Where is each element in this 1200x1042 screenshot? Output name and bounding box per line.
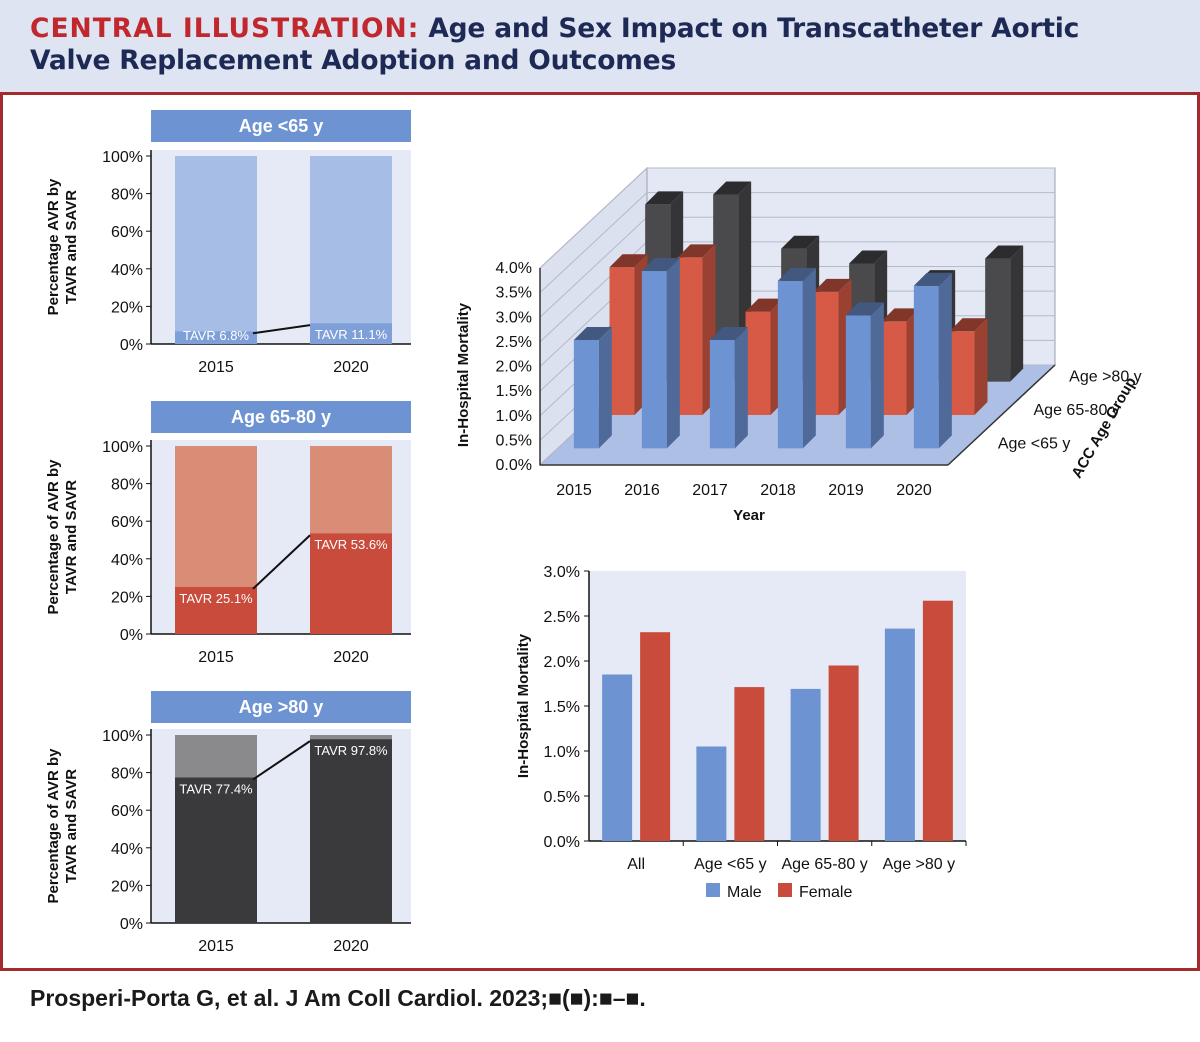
tavr-bar [175,331,257,344]
y-tick-label: 100% [102,439,143,456]
x-tick-label: 2020 [333,359,369,376]
y-tick-label: 40% [111,841,143,858]
x-tick-label: 2015 [198,359,234,376]
y-tick-label: 0% [120,916,143,933]
tavr-data-label: TAVR 6.8% [183,328,249,343]
y-tick-label: 60% [111,803,143,820]
chart-title-bar [151,110,411,142]
header-title-line-1: CENTRAL ILLUSTRATION: Age and Sex Impact… [30,13,1200,45]
tavr-data-label: TAVR 53.6% [314,537,388,552]
savr-bar [175,735,257,778]
y-axis-label-line: TAVR and SAVR [63,190,80,304]
y-tick-label: 100% [102,149,143,166]
trend-connector [252,740,311,781]
y-axis-label: Percentage of AVR byTAVR and SAVR [45,459,80,615]
y-tick-label: 40% [111,262,143,279]
trend-connector [252,324,311,335]
chart-title: Age 65-80 y [231,407,331,427]
y-axis-label-line: Percentage of AVR by [45,748,62,904]
savr-bar [310,446,392,534]
x-tick-label: 2020 [333,938,369,955]
savr-bar [310,735,392,740]
tavr-data-label: TAVR 97.8% [314,743,388,758]
chart-title: Age >80 y [239,697,324,717]
tavr-bar [310,533,392,634]
y-axis-label-line: TAVR and SAVR [63,769,80,883]
illustration-frame [0,92,1200,971]
y-axis-label: Percentage AVR byTAVR and SAVR [45,178,80,315]
y-tick-label: 60% [111,514,143,531]
y-tick-label: 100% [102,728,143,745]
tavr-bar [310,323,392,344]
header-banner: CENTRAL ILLUSTRATION: Age and Sex Impact… [0,0,1200,92]
y-axis-label-line: Percentage AVR by [45,178,62,315]
y-tick-label: 80% [111,766,143,783]
stacked-chart-age-lt65: Age <65 y 0% 20% 40% 60% 80% 100% Percentage AV… [45,110,411,376]
central-illustration-tag: CENTRAL ILLUSTRATION: [30,13,420,44]
y-tick-label: 20% [111,589,143,606]
tavr-data-label: TAVR 11.1% [315,327,388,342]
savr-bar [175,156,257,332]
y-axis-label-line: TAVR and SAVR [63,480,80,594]
tavr-bar [175,586,257,634]
chart-title: Age <65 y [239,116,324,136]
stacked-chart-age-gt80: Age >80 y 0% 20% 40% 60% 80% 100% Percentage of… [45,691,411,955]
y-tick-label: 40% [111,552,143,569]
tavr-data-label: TAVR 77.4% [179,781,253,796]
header-title-part-2: Valve Replacement Adoption and Outcomes [30,45,677,76]
tavr-data-label: TAVR 25.1% [179,591,253,606]
y-tick-label: 0% [120,337,143,354]
trend-connector [252,534,311,590]
x-tick-label: 2015 [198,649,234,666]
stacked-chart-age-65-80: Age 65-80 y 0% 20% 40% 60% 80% 100% Percentage … [45,401,411,666]
x-tick-label: 2020 [333,649,369,666]
y-tick-label: 60% [111,224,143,241]
citation: Prosperi-Porta G, et al. J Am Coll Cardi… [30,985,646,1011]
y-tick-label: 80% [111,187,143,204]
chart-title-bar [151,691,411,723]
y-axis-label: Percentage of AVR byTAVR and SAVR [45,748,80,904]
tavr-bar [310,739,392,923]
savr-bar [175,446,257,587]
x-tick-label: 2015 [198,938,234,955]
tavr-bar [175,777,257,923]
tavr-share-charts: Age <65 y 0% 20% 40% 60% 80% 100% Percentage AV… [45,110,411,955]
header-title-part-1: Age and Sex Impact on Transcatheter Aort… [428,13,1080,44]
y-tick-label: 0% [120,627,143,644]
y-tick-label: 20% [111,299,143,316]
y-axis-label-line: Percentage of AVR by [45,459,62,615]
y-tick-label: 80% [111,477,143,494]
chart-title-bar [151,401,411,433]
savr-bar [310,156,392,324]
y-tick-label: 20% [111,878,143,895]
